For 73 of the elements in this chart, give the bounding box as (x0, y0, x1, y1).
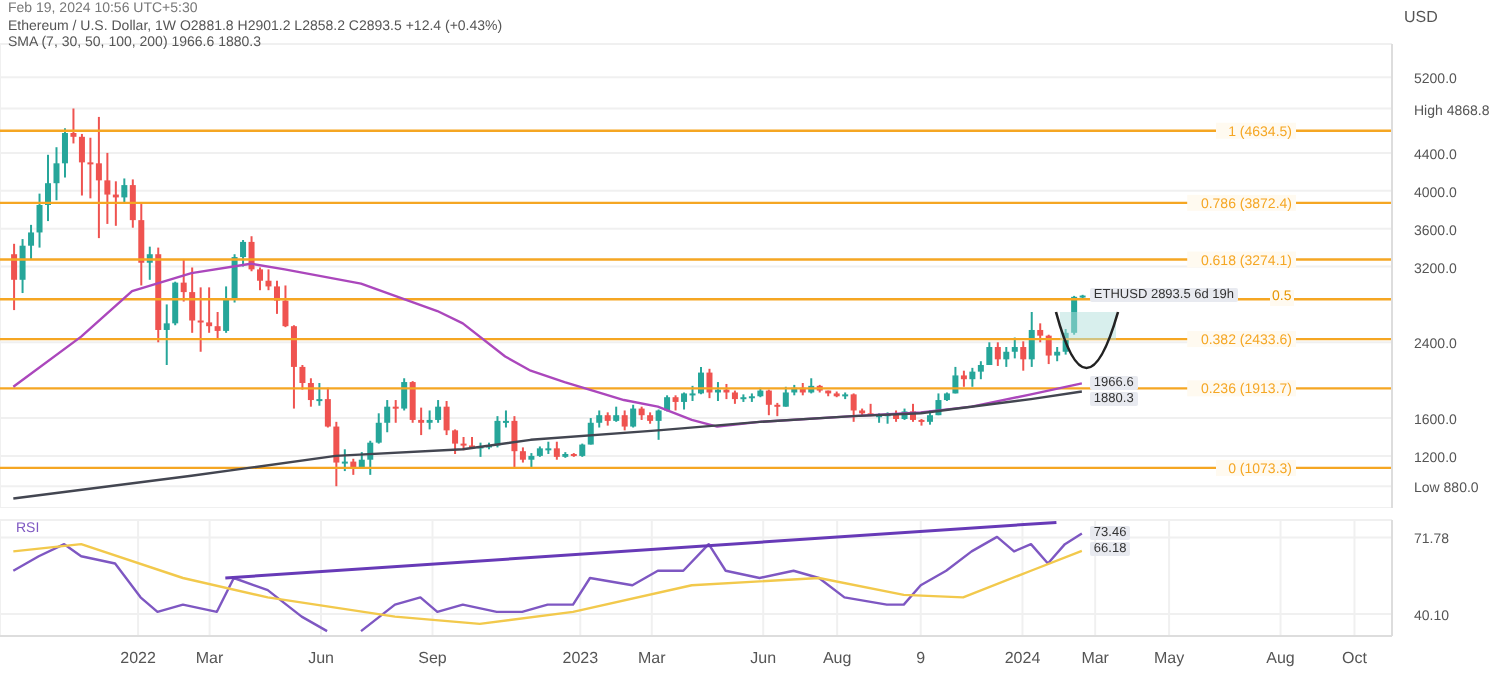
candlestick (630, 403, 637, 429)
candlestick (95, 115, 102, 240)
candlestick (299, 364, 306, 391)
candlestick (316, 382, 323, 407)
candlestick (1003, 346, 1010, 368)
x-tick-label: 2022 (120, 649, 158, 668)
candlestick (1071, 294, 1078, 336)
candlestick (223, 285, 230, 334)
candlestick (1028, 310, 1035, 368)
x-tick-label: 9 (916, 649, 927, 668)
candlestick (1037, 322, 1044, 344)
candlestick (282, 284, 289, 329)
candlestick (452, 428, 459, 456)
candlestick (70, 107, 77, 145)
y-axis-title: USD (1404, 8, 1438, 26)
candlestick (392, 399, 399, 424)
candlestick (78, 132, 85, 197)
candlestick (621, 409, 628, 432)
candlestick (375, 412, 382, 445)
candlestick (129, 178, 136, 229)
candlestick (494, 415, 501, 449)
candlestick (409, 380, 416, 424)
candlestick (19, 238, 26, 295)
candlestick (121, 177, 128, 204)
x-tick-label: Jun (308, 649, 334, 668)
x-tick-label: Mar (638, 649, 667, 668)
candlestick (180, 257, 187, 303)
candlestick (333, 420, 340, 488)
candlestick (197, 286, 204, 353)
x-tick-label: Aug (822, 649, 852, 668)
candlestick (61, 127, 68, 179)
candlestick (138, 203, 145, 287)
x-tick-label: Mar (1081, 649, 1110, 668)
candlestick (257, 266, 264, 292)
candlestick (341, 448, 348, 473)
candlestick (11, 242, 18, 312)
x-tick-label: May (1153, 649, 1185, 668)
candlestick (324, 386, 331, 429)
candlestick (28, 223, 35, 260)
candlestick (994, 341, 1001, 367)
candlestick (206, 286, 213, 334)
candlestick (172, 280, 179, 327)
x-tick-label: 2023 (562, 649, 600, 668)
x-tick-label: Mar (195, 649, 225, 668)
x-tick-label: Sep (418, 649, 448, 668)
candlestick (290, 324, 297, 410)
candlestick (426, 409, 433, 431)
candlestick (435, 399, 442, 424)
candlestick (418, 406, 425, 437)
candlestick (384, 399, 391, 434)
candlestick (163, 303, 170, 367)
candlestick (36, 192, 43, 249)
candlestick (240, 239, 247, 268)
candlestick (850, 392, 857, 423)
candlestick (765, 388, 772, 417)
line-series (12, 390, 1084, 500)
candlestick (45, 153, 52, 223)
candlestick (1011, 336, 1018, 360)
x-tick-label: 2024 (1004, 649, 1042, 668)
candlestick (969, 366, 976, 388)
candlestick (1020, 340, 1027, 372)
candlestick (1045, 333, 1052, 366)
x-tick-label: Oct (1341, 649, 1369, 668)
candlestick (511, 415, 518, 470)
candlestick (104, 151, 111, 225)
candlestick (53, 146, 60, 202)
x-tick-label: Jun (750, 649, 777, 668)
candlestick (443, 400, 450, 437)
candlestick (655, 408, 662, 441)
candlestick (214, 310, 221, 341)
candlestick (189, 266, 196, 334)
candlestick (87, 136, 94, 200)
x-tick-label: Aug (1266, 649, 1295, 668)
